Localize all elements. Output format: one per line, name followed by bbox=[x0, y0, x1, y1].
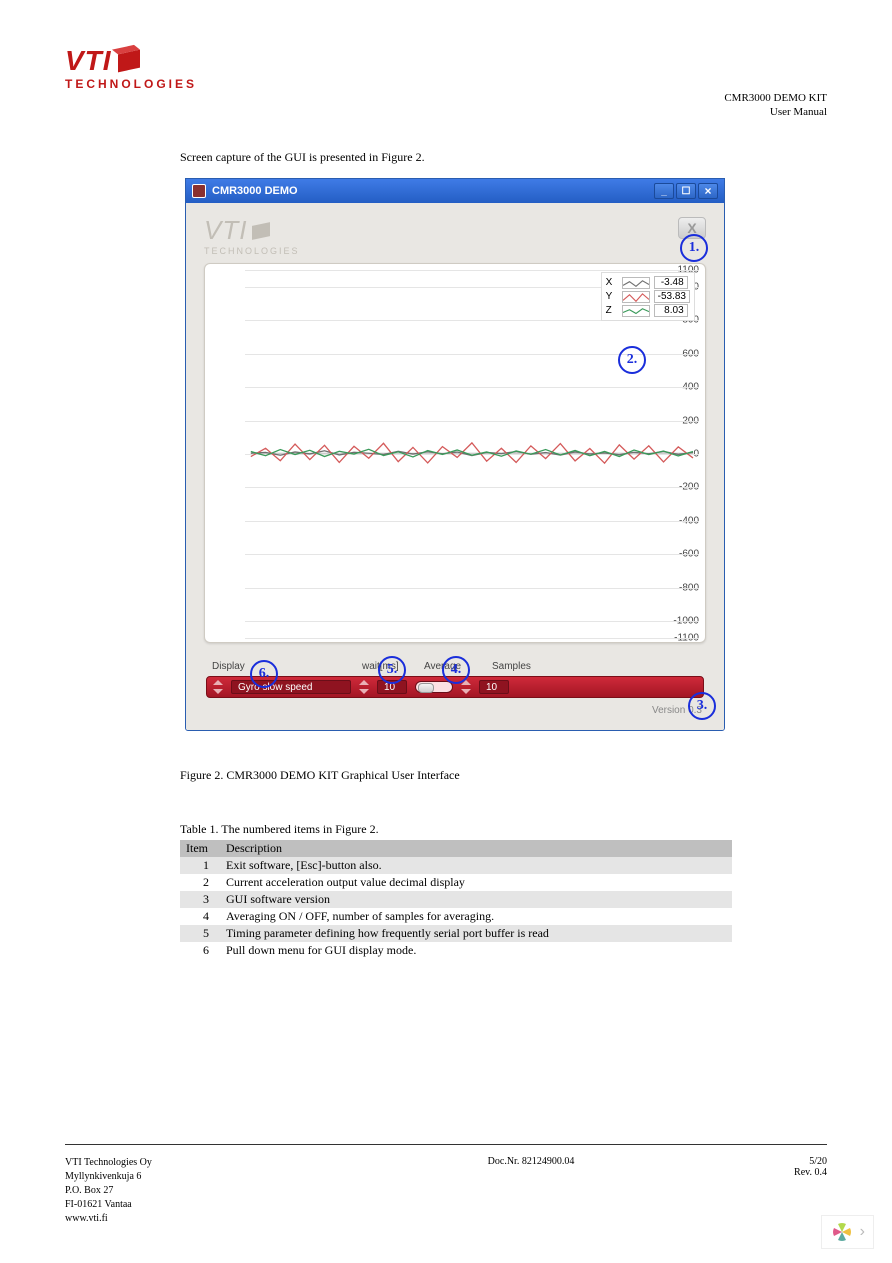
annotation-6: 6. bbox=[250, 660, 278, 688]
legend-value-z: 8.03 bbox=[654, 304, 688, 317]
watermark-cube-icon bbox=[252, 222, 270, 240]
legend-swatch-z bbox=[622, 305, 650, 317]
footer-docnum: Doc.Nr. 82124900.04 bbox=[355, 1156, 707, 1167]
legend-row-z: Z 8.03 bbox=[606, 304, 690, 317]
annotation-4: 4. bbox=[442, 656, 470, 684]
table-cell-desc: Pull down menu for GUI display mode. bbox=[226, 943, 726, 958]
table-caption: Table 1. The numbered items in Figure 2. bbox=[180, 822, 379, 837]
legend-swatch-x bbox=[622, 277, 650, 289]
table-header-item: Item bbox=[186, 841, 226, 856]
chart bbox=[211, 270, 699, 636]
table-row: 3GUI software version bbox=[180, 891, 732, 908]
chart-panel: 110010008006004002000-200-400-600-800-10… bbox=[204, 263, 706, 643]
annotation-3: 3. bbox=[688, 692, 716, 720]
table-cell-item: 1 bbox=[186, 858, 226, 873]
logo-text: VTI bbox=[65, 45, 112, 77]
footer-divider bbox=[65, 1144, 827, 1145]
annotation-2: 2. bbox=[618, 346, 646, 374]
minimize-button[interactable]: _ bbox=[654, 183, 674, 199]
legend-row-y: Y -53.83 bbox=[606, 290, 690, 303]
footer: VTI Technologies Oy Myllynkivenkuja 6 P.… bbox=[65, 1156, 827, 1226]
table-cell-item: 5 bbox=[186, 926, 226, 941]
chevron-right-icon: › bbox=[860, 1223, 865, 1241]
intro-text: Screen capture of the GUI is presented i… bbox=[180, 150, 425, 165]
legend-row-x: X -3.48 bbox=[606, 276, 690, 289]
gui-window: CMR3000 DEMO _ ☐ × VTI TECHNOLOGIES X 11… bbox=[185, 178, 725, 731]
footer-page: 5/20 bbox=[707, 1156, 827, 1167]
legend-value-x: -3.48 bbox=[654, 276, 688, 289]
watermark-logo: VTI TECHNOLOGIES bbox=[204, 215, 300, 256]
titlebar[interactable]: CMR3000 DEMO _ ☐ × bbox=[186, 179, 724, 203]
table-row: 2Current acceleration output value decim… bbox=[180, 874, 732, 891]
table-cell-desc: GUI software version bbox=[226, 892, 726, 907]
doc-type: User Manual bbox=[724, 106, 827, 118]
footer-web: www.vti.fi bbox=[65, 1212, 355, 1226]
page-nav[interactable]: › bbox=[821, 1215, 874, 1249]
samples-input[interactable]: 10 bbox=[479, 680, 509, 694]
annotation-1: 1. bbox=[680, 234, 708, 262]
wait-spin-icon[interactable] bbox=[359, 680, 369, 694]
table-cell-desc: Averaging ON / OFF, number of samples fo… bbox=[226, 909, 726, 924]
samples-label: Samples bbox=[492, 661, 531, 672]
table-cell-desc: Exit software, [Esc]-button also. bbox=[226, 858, 726, 873]
close-button[interactable]: × bbox=[698, 183, 718, 199]
figure-caption: Figure 2. CMR3000 DEMO KIT Graphical Use… bbox=[180, 768, 460, 783]
footer-addr1: Myllynkivenkuja 6 bbox=[65, 1170, 355, 1184]
table-header-desc: Description bbox=[226, 841, 282, 856]
logo-subtext: TECHNOLOGIES bbox=[65, 77, 197, 91]
annotation-5: 5. bbox=[378, 656, 406, 684]
display-mode-select[interactable]: Gyro slow speed bbox=[231, 680, 351, 694]
window-title: CMR3000 DEMO bbox=[212, 185, 654, 197]
legend-swatch-y bbox=[622, 291, 650, 303]
average-toggle[interactable] bbox=[415, 681, 453, 693]
legend-value-y: -53.83 bbox=[654, 290, 690, 303]
table-cell-item: 6 bbox=[186, 943, 226, 958]
table-row: 4Averaging ON / OFF, number of samples f… bbox=[180, 908, 732, 925]
maximize-button[interactable]: ☐ bbox=[676, 183, 696, 199]
items-table: ItemDescription 1Exit software, [Esc]-bu… bbox=[180, 840, 732, 959]
header-right: CMR3000 DEMO KIT User Manual bbox=[724, 92, 827, 118]
table-cell-desc: Timing parameter defining how frequently… bbox=[226, 926, 726, 941]
app-icon bbox=[192, 184, 206, 198]
footer-rev: Rev. 0.4 bbox=[707, 1167, 827, 1178]
table-cell-item: 4 bbox=[186, 909, 226, 924]
table-row: 1Exit software, [Esc]-button also. bbox=[180, 857, 732, 874]
table-row: 5Timing parameter defining how frequentl… bbox=[180, 925, 732, 942]
footer-addr3: FI-01621 Vantaa bbox=[65, 1198, 355, 1212]
display-label: Display bbox=[212, 661, 362, 672]
display-spin-icon[interactable] bbox=[213, 680, 223, 694]
table-cell-desc: Current acceleration output value decima… bbox=[226, 875, 726, 890]
vti-logo: VTI TECHNOLOGIES bbox=[65, 45, 197, 91]
kit-name: CMR3000 DEMO KIT bbox=[724, 92, 827, 104]
footer-company: VTI Technologies Oy bbox=[65, 1156, 355, 1170]
flower-icon bbox=[830, 1220, 854, 1244]
table-row: 6Pull down menu for GUI display mode. bbox=[180, 942, 732, 959]
table-cell-item: 3 bbox=[186, 892, 226, 907]
footer-addr2: P.O. Box 27 bbox=[65, 1184, 355, 1198]
legend: X -3.48 Y -53.83 Z 8.03 bbox=[601, 272, 695, 321]
table-cell-item: 2 bbox=[186, 875, 226, 890]
logo-cube-icon bbox=[118, 50, 140, 73]
